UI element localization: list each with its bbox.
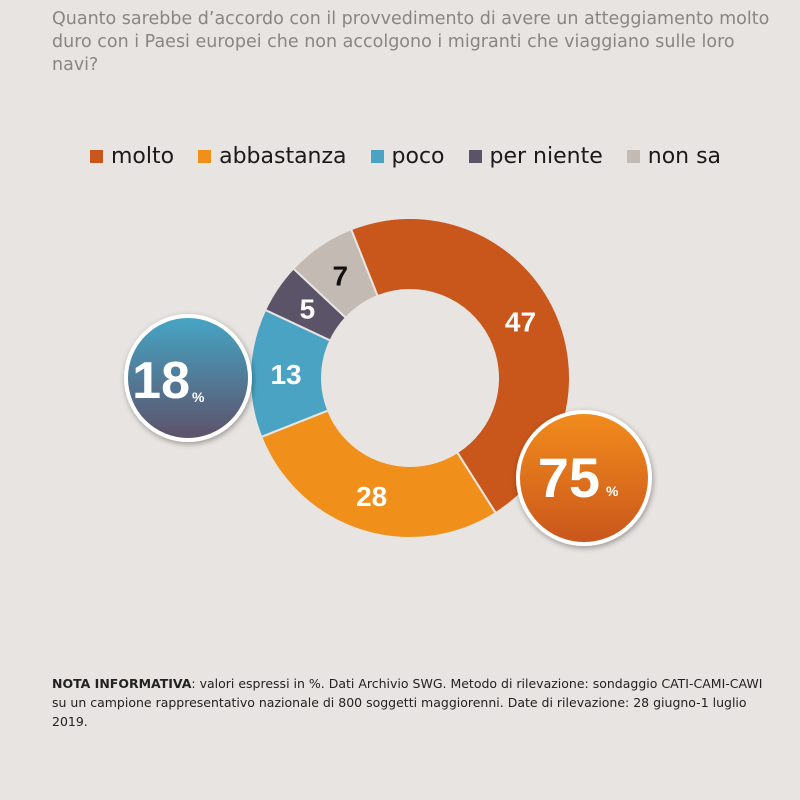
- legend-swatch-non-sa: [626, 150, 640, 163]
- legend-label-non-sa: non sa: [647, 144, 722, 169]
- badge-18: 18 %: [124, 314, 252, 442]
- legend-item-per-niente: per niente: [468, 144, 603, 169]
- slice-value-non-sa: 7: [333, 260, 349, 291]
- legend-swatch-per-niente: [468, 150, 482, 163]
- legend-label-per-niente: per niente: [489, 144, 603, 169]
- slice-value-per-niente: 5: [300, 293, 316, 324]
- legend-item-molto: molto: [90, 144, 174, 169]
- legend-swatch-poco: [370, 150, 384, 163]
- legend-label-abbastanza: abbastanza: [219, 144, 347, 169]
- legend-swatch-molto: [90, 150, 103, 163]
- footnote-label: NOTA INFORMATIVA: [52, 676, 192, 691]
- slice-value-molto: 47: [505, 307, 536, 338]
- legend-item-abbastanza: abbastanza: [198, 144, 347, 169]
- badge-18-unit: %: [192, 389, 205, 405]
- donut-slice-labels: 47 28 13 57: [270, 260, 536, 511]
- badge-18-circle: [124, 314, 252, 442]
- slice-non-sa: [291, 227, 379, 320]
- legend-item-non-sa: non sa: [626, 144, 722, 169]
- donut-slices: [249, 217, 571, 539]
- slice-value-poco: 13: [270, 359, 301, 390]
- badge-75-circle: [516, 410, 652, 546]
- badge-75-unit: %: [606, 483, 619, 499]
- chart-legend: molto abbastanza poco per niente non sa: [90, 144, 745, 169]
- footnote: NOTA INFORMATIVA: valori espressi in %. …: [52, 674, 772, 731]
- footnote-text: : valori espressi in %. Dati Archivio SW…: [52, 676, 763, 729]
- legend-item-poco: poco: [370, 144, 445, 169]
- slice-value-abbastanza: 28: [356, 481, 387, 512]
- chart-title: Quanto sarebbe d’accordo con il provvedi…: [52, 9, 770, 75]
- badge-75-number: 75: [538, 446, 600, 509]
- badge-75: 75 %: [516, 410, 652, 546]
- slice-abbastanza: [259, 409, 498, 539]
- legend-label-molto: molto: [111, 144, 175, 169]
- badge-18-number: 18: [132, 352, 190, 410]
- legend-label-poco: poco: [391, 144, 445, 169]
- legend-swatch-abbastanza: [198, 150, 212, 163]
